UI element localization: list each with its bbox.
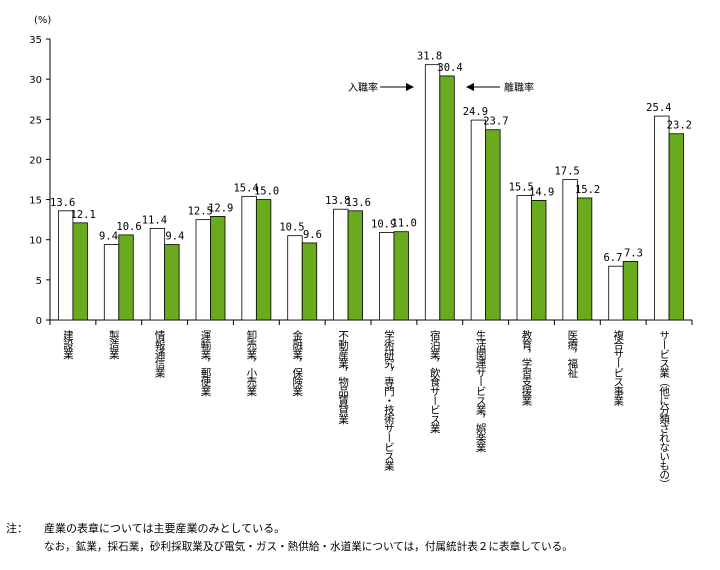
bar-entry-rate [287,235,303,321]
bar-entry-rate [379,232,395,321]
category-label: 不動産業，物品賃貸業 [337,330,349,425]
category-label: 生活関連サービス業，娯楽業 [475,329,487,453]
value-label-exit-rate: 11.0 [392,218,417,230]
bar-entry-rate [516,195,532,321]
value-label-exit-rate: 10.6 [116,221,141,233]
value-label-exit-rate: 23.2 [667,120,692,132]
value-label-exit-rate: 7.3 [624,247,643,259]
y-tick-label: 25 [29,115,42,126]
exit-rate-annotation: 離職率 [504,81,534,94]
footnote-label: 注： [6,522,28,535]
category-label: 卸売業，小売業 [245,329,257,397]
entry-rate-annotation: 入職率 [348,81,378,94]
value-label-entry-rate: 10.9 [371,218,396,230]
y-tick-label: 35 [29,35,42,46]
y-tick-label: 30 [29,75,42,86]
category-label: 医療，福祉 [566,330,578,377]
bar-entry-rate [149,228,166,321]
value-label-entry-rate: 12.5 [188,206,213,218]
value-label-exit-rate: 15.0 [254,186,279,198]
category-label: サービス業（他に分類されないもの） [658,330,670,488]
bar-exit-rate [72,222,88,321]
value-label-entry-rate: 11.4 [142,214,167,226]
category-label: 製造業 [108,329,120,360]
footnote-line-1: 産業の表章については主要産業のみとしている。 [44,522,286,535]
value-label-entry-rate: 9.4 [99,231,118,243]
bar-entry-rate [654,115,670,321]
value-label-entry-rate: 24.9 [463,106,488,118]
y-tick-label: 5 [36,276,42,287]
legend-annotations: 入職率 離職率 [348,81,534,94]
bar-entry-rate [608,265,624,321]
value-label-exit-rate: 14.9 [529,186,554,198]
value-label-exit-rate: 15.2 [575,184,600,196]
category-label: 金融業，保険業 [291,329,303,397]
value-label-exit-rate: 12.1 [71,209,96,221]
category-label: 情報通信業 [154,329,166,378]
bar-entry-rate [470,119,487,321]
value-label-exit-rate: 12.9 [208,202,233,214]
bar-exit-rate [255,199,272,321]
bar-exit-rate [118,234,134,321]
bar-exit-rate [393,231,409,321]
value-label-entry-rate: 25.4 [646,102,671,114]
category-label: 学術研究，専門・技術サービス業 [383,329,395,471]
bar-group: 13.612.19.410.611.49.412.512.915.415.010… [50,51,692,321]
y-tick-label: 0 [36,316,42,327]
category-label: 教育，学習支援業 [521,329,533,406]
value-label-exit-rate: 13.6 [346,197,371,209]
bar-entry-rate [58,210,74,321]
y-tick-label: 15 [29,196,42,207]
value-label-exit-rate: 30.4 [437,62,462,74]
bar-entry-rate [424,64,441,321]
value-label-entry-rate: 31.8 [417,51,442,63]
value-label-entry-rate: 6.7 [603,252,622,264]
bar-entry-rate [562,179,578,321]
bar-exit-rate [668,133,684,321]
bar-exit-rate [210,216,226,321]
bar-entry-rate [195,219,211,321]
y-axis-unit-label: (%) [34,15,51,26]
bar-exit-rate [301,242,318,321]
category-label: 建設業 [62,329,74,360]
bar-entry-rate [241,195,257,321]
bar-entry-rate [333,208,349,321]
value-label-entry-rate: 13.6 [50,197,75,209]
category-labels: 建設業 製造業 情報通信業 運輸業，郵便業 卸売業，小売業 金融業，保険業 不動産業，物品賃… [62,329,670,488]
y-tick-label: 10 [29,236,42,247]
bar-exit-rate [347,210,363,321]
category-label: 宿泊業，飲食サービス業 [429,329,441,434]
category-label: 複合サービス事業 [612,329,624,406]
y-tick-label: 20 [29,155,42,166]
value-label-exit-rate: 9.6 [303,229,322,241]
value-label-exit-rate: 9.4 [165,231,184,243]
value-label-entry-rate: 13.8 [325,195,350,207]
value-label-entry-rate: 15.5 [509,182,534,194]
bar-exit-rate [164,244,180,321]
value-label-exit-rate: 23.7 [483,116,508,128]
footnote: 注： 産業の表章については主要産業のみとしている。 なお，鉱業，採石業，砂利採取… [6,519,720,563]
bar-exit-rate [485,129,501,321]
category-label: 運輸業，郵便業 [200,330,212,397]
value-label-entry-rate: 17.5 [554,166,579,178]
value-label-entry-rate: 10.5 [279,222,304,234]
bar-exit-rate [439,75,455,321]
bar-exit-rate [531,199,547,321]
value-label-entry-rate: 15.4 [233,182,258,194]
bar-entry-rate [103,244,120,321]
bar-exit-rate [576,197,593,321]
footnote-line-2: なお，鉱業，採石業，砂利採取業及び電気・ガス・熱供給・水道業については，付属統計… [44,541,573,553]
bar-exit-rate [622,260,639,321]
